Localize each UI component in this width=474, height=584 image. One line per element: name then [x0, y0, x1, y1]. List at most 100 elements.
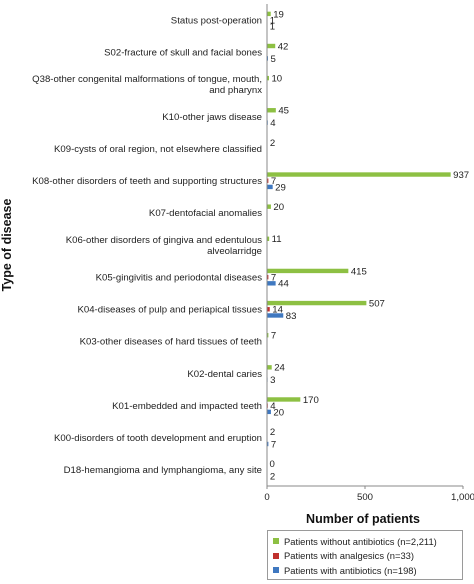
data-label: 14: [272, 305, 283, 316]
category-label: K05-gingivitis and periodontal diseases: [96, 272, 263, 283]
data-label: 11: [272, 234, 282, 245]
category-label: Status post-operation: [171, 15, 262, 26]
x-tick-label: 0: [264, 492, 269, 503]
category-label: K10-other jaws disease: [162, 112, 262, 123]
category-label: K01-embedded and impacted teeth: [112, 401, 262, 412]
category-label-line: K04-diseases of pulp and periapical tiss…: [77, 305, 262, 316]
category-label-line: K10-other jaws disease: [162, 112, 262, 123]
category-label-line: K07-dentofacial anomalies: [149, 208, 262, 219]
bar-without-antibiotics: [267, 397, 301, 402]
category-label-line: K09-cysts of oral region, not elsewhere …: [54, 144, 262, 155]
x-axis-ticks: 0 500 1,000: [264, 486, 474, 503]
data-label: 4: [270, 401, 276, 412]
bar-without-antibiotics: [267, 268, 349, 274]
legend-item-without-antibiotics: Patients without antibiotics (n=2,211): [273, 534, 457, 549]
data-label: 42: [278, 41, 289, 52]
category-label: K09-cysts of oral region, not elsewhere …: [54, 144, 262, 155]
data-label: 937: [453, 170, 469, 181]
data-label: 3: [270, 375, 275, 386]
category-label: Q38-other congenital malformations of to…: [32, 74, 262, 96]
data-label: 507: [369, 298, 385, 309]
data-label: 10: [271, 74, 282, 85]
data-label: 7: [271, 176, 276, 187]
bar-with-antibiotics: [267, 313, 284, 318]
data-label: 20: [273, 202, 284, 213]
bar-with-antibiotics: [267, 441, 269, 447]
bar-with-antibiotics: [267, 184, 273, 190]
bar-without-antibiotics: [267, 43, 276, 49]
bar-analgesics: [267, 307, 270, 312]
data-label: 2: [270, 427, 275, 438]
category-label: K08-other disorders of teeth and support…: [32, 176, 262, 187]
legend-item-analgesics: Patients with analgesics (n=33): [273, 549, 457, 564]
bar-without-antibiotics: [267, 333, 269, 338]
bars-layer: [267, 11, 451, 479]
data-label: 29: [275, 182, 286, 193]
legend-label: Patients with antibiotics (n=198): [284, 564, 417, 576]
bar-analgesics: [267, 274, 269, 280]
category-label: K06-other disorders of gingiva and edent…: [66, 235, 262, 257]
category-label-line: K02-dental caries: [187, 369, 262, 380]
legend-swatch-blue: [273, 567, 279, 574]
legend-label: Patients with analgesics (n=33): [284, 550, 415, 562]
data-label: 7: [271, 273, 276, 284]
bar-without-antibiotics: [267, 172, 451, 177]
category-label-line: S02-fracture of skull and facial bones: [104, 48, 262, 59]
data-label: 19: [273, 9, 284, 20]
bar-without-antibiotics: [267, 204, 271, 209]
data-label: 2: [270, 472, 275, 483]
data-label: 5: [270, 54, 275, 65]
category-label: K02-dental caries: [187, 369, 262, 380]
data-label: 7: [271, 331, 276, 342]
data-label: 45: [278, 106, 289, 117]
bar-without-antibiotics: [267, 365, 272, 370]
data-label: 170: [303, 395, 319, 406]
data-label: 44: [278, 279, 289, 290]
category-label-line: K00-disorders of tooth development and e…: [54, 433, 262, 444]
data-label: 20: [273, 407, 284, 418]
category-label: K04-diseases of pulp and periapical tiss…: [77, 305, 262, 316]
y-axis-title: Type of disease: [0, 199, 14, 292]
category-label-line: D18-hemangioma and lymphangioma, any sit…: [64, 465, 262, 476]
category-label-line: K06-other disorders of gingiva and edent…: [66, 235, 262, 246]
category-label: K03-other diseases of hard tissues of te…: [80, 337, 262, 348]
data-label: 7: [271, 439, 276, 450]
bar-with-antibiotics: [267, 281, 276, 286]
bar-analgesics: [267, 178, 269, 183]
category-label: K07-dentofacial anomalies: [149, 208, 262, 219]
category-label-line: and pharynx: [209, 85, 262, 96]
data-label: 2: [270, 138, 275, 149]
bar-with-antibiotics: [267, 409, 271, 415]
category-label-line: alveolarridge: [207, 246, 262, 257]
x-tick-label: 500: [357, 492, 373, 503]
data-label: 1: [270, 15, 275, 26]
data-label: 1: [270, 22, 275, 33]
x-axis-title: Number of patients: [306, 512, 420, 526]
category-label-line: K08-other disorders of teeth and support…: [32, 176, 262, 187]
data-label: 4: [270, 118, 276, 129]
data-label: 0: [270, 459, 275, 470]
bar-without-antibiotics: [267, 108, 276, 113]
data-label: 24: [274, 363, 285, 374]
legend-swatch-red: [273, 552, 279, 559]
legend-label: Patients without antibiotics (n=2,211): [284, 535, 437, 547]
category-label: S02-fracture of skull and facial bones: [104, 48, 262, 59]
category-label-line: K01-embedded and impacted teeth: [112, 401, 262, 412]
category-label-line: K05-gingivitis and periodontal diseases: [96, 272, 263, 283]
bar-without-antibiotics: [267, 75, 269, 81]
bar-without-antibiotics: [267, 300, 367, 306]
category-label: K00-disorders of tooth development and e…: [54, 433, 262, 444]
bar-without-antibiotics: [267, 11, 271, 17]
legend-swatch-green: [273, 538, 279, 545]
bar-without-antibiotics: [267, 236, 270, 241]
legend: Patients without antibiotics (n=2,211) P…: [267, 530, 463, 580]
category-label: D18-hemangioma and lymphangioma, any sit…: [64, 465, 262, 476]
category-label-line: Status post-operation: [171, 15, 262, 26]
data-label: 83: [286, 311, 297, 322]
category-label-line: Q38-other congenital malformations of to…: [32, 74, 262, 85]
legend-item-with-antibiotics: Patients with antibiotics (n=198): [273, 563, 457, 578]
category-label-line: K03-other diseases of hard tissues of te…: [80, 337, 262, 348]
x-tick-label: 1,000: [451, 492, 474, 503]
